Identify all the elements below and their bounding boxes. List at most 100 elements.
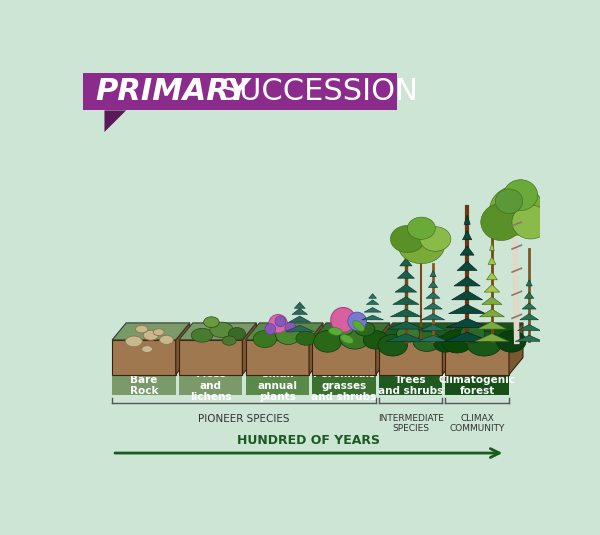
- Polygon shape: [430, 271, 436, 277]
- Polygon shape: [490, 243, 494, 250]
- Ellipse shape: [340, 334, 353, 343]
- Ellipse shape: [355, 322, 375, 336]
- Polygon shape: [460, 246, 474, 255]
- Polygon shape: [388, 322, 424, 329]
- Polygon shape: [515, 335, 543, 341]
- Polygon shape: [179, 340, 242, 374]
- Text: HUNDRED OF YEARS: HUNDRED OF YEARS: [237, 434, 380, 447]
- Ellipse shape: [229, 327, 245, 340]
- Text: Perennials
grasses
and shrubs: Perennials grasses and shrubs: [311, 369, 377, 402]
- Ellipse shape: [136, 325, 148, 333]
- Polygon shape: [397, 271, 415, 278]
- Ellipse shape: [191, 328, 213, 342]
- Polygon shape: [379, 323, 457, 340]
- Polygon shape: [482, 297, 502, 304]
- Ellipse shape: [481, 204, 522, 241]
- Polygon shape: [179, 323, 256, 340]
- Polygon shape: [464, 215, 470, 224]
- Ellipse shape: [296, 331, 316, 345]
- Ellipse shape: [397, 325, 420, 342]
- Polygon shape: [428, 281, 438, 287]
- Polygon shape: [488, 257, 496, 264]
- Polygon shape: [420, 324, 446, 331]
- Polygon shape: [379, 340, 442, 374]
- Text: PRIMARY: PRIMARY: [95, 78, 249, 106]
- Ellipse shape: [314, 331, 341, 352]
- Ellipse shape: [125, 336, 142, 347]
- Polygon shape: [452, 291, 482, 300]
- Polygon shape: [402, 248, 410, 255]
- Ellipse shape: [143, 330, 158, 340]
- Polygon shape: [369, 294, 376, 299]
- Ellipse shape: [253, 331, 277, 348]
- Polygon shape: [526, 280, 532, 286]
- Ellipse shape: [328, 327, 343, 335]
- Ellipse shape: [222, 336, 236, 345]
- Polygon shape: [454, 277, 481, 286]
- Polygon shape: [245, 323, 323, 340]
- Text: Trees
and shrubs: Trees and shrubs: [378, 375, 443, 396]
- Polygon shape: [376, 323, 389, 374]
- Text: Small
annual
plants: Small annual plants: [257, 369, 297, 402]
- Ellipse shape: [210, 322, 233, 338]
- Text: Moss
and
lichens: Moss and lichens: [190, 369, 232, 402]
- Polygon shape: [112, 340, 176, 374]
- Polygon shape: [484, 285, 500, 292]
- Bar: [83, 73, 397, 110]
- Text: INTERMEDIATE
SPECIES: INTERMEDIATE SPECIES: [377, 414, 443, 433]
- Ellipse shape: [413, 331, 441, 351]
- Polygon shape: [104, 110, 126, 132]
- Polygon shape: [509, 323, 523, 374]
- Text: PIONEER SPECIES: PIONEER SPECIES: [198, 414, 290, 424]
- Ellipse shape: [512, 205, 550, 239]
- Ellipse shape: [460, 324, 485, 343]
- Polygon shape: [364, 308, 381, 312]
- Polygon shape: [463, 231, 472, 240]
- Polygon shape: [395, 285, 417, 292]
- Circle shape: [275, 316, 286, 327]
- Polygon shape: [391, 309, 421, 317]
- Ellipse shape: [353, 320, 365, 331]
- Polygon shape: [367, 300, 379, 304]
- Ellipse shape: [378, 334, 407, 356]
- Ellipse shape: [276, 326, 301, 345]
- Polygon shape: [245, 340, 309, 374]
- Polygon shape: [112, 323, 190, 340]
- Bar: [179, 376, 242, 395]
- Text: Bare
Rock: Bare Rock: [130, 375, 158, 396]
- Polygon shape: [424, 303, 442, 309]
- Ellipse shape: [142, 346, 152, 353]
- Ellipse shape: [407, 217, 436, 239]
- Text: Climatogenic
forest: Climatogenic forest: [439, 375, 516, 396]
- Ellipse shape: [160, 335, 173, 345]
- Polygon shape: [312, 340, 376, 374]
- Ellipse shape: [364, 331, 388, 349]
- Polygon shape: [286, 325, 314, 331]
- Polygon shape: [426, 292, 440, 299]
- Ellipse shape: [420, 227, 451, 251]
- Ellipse shape: [434, 335, 457, 352]
- Circle shape: [269, 315, 287, 333]
- Ellipse shape: [497, 331, 526, 352]
- Polygon shape: [242, 323, 256, 374]
- Polygon shape: [444, 332, 490, 341]
- Polygon shape: [176, 323, 190, 374]
- Bar: [112, 376, 176, 395]
- Bar: [312, 376, 376, 395]
- Polygon shape: [309, 323, 323, 374]
- Polygon shape: [487, 272, 497, 280]
- Polygon shape: [457, 261, 477, 271]
- Ellipse shape: [467, 331, 502, 356]
- Polygon shape: [520, 314, 538, 320]
- Ellipse shape: [203, 317, 219, 327]
- Polygon shape: [386, 334, 426, 341]
- Ellipse shape: [503, 180, 538, 210]
- Polygon shape: [446, 318, 488, 327]
- Ellipse shape: [153, 328, 164, 335]
- Polygon shape: [522, 303, 536, 309]
- Polygon shape: [445, 323, 523, 340]
- Circle shape: [348, 312, 367, 331]
- Polygon shape: [295, 302, 305, 308]
- Ellipse shape: [442, 330, 473, 353]
- Polygon shape: [400, 258, 412, 266]
